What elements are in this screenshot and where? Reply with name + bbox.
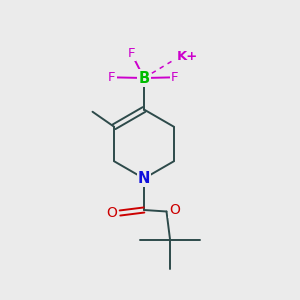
Text: O: O [169, 203, 180, 217]
Text: O: O [106, 206, 117, 220]
Text: F: F [171, 71, 178, 84]
Text: F: F [128, 47, 135, 60]
Text: K+: K+ [177, 50, 198, 63]
Text: B: B [138, 70, 150, 86]
Text: F: F [108, 71, 116, 84]
Text: N: N [138, 171, 150, 186]
